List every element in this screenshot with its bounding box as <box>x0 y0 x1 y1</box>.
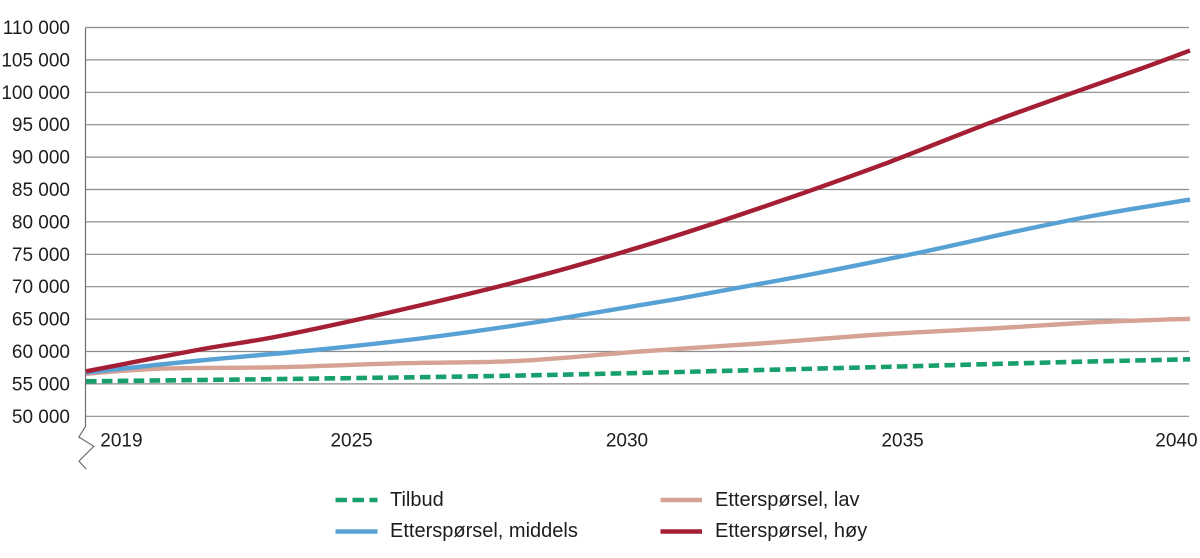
svg-text:Etterspørsel, lav: Etterspørsel, lav <box>715 489 859 511</box>
svg-text:Etterspørsel, middels: Etterspørsel, middels <box>390 520 578 542</box>
svg-text:95 000: 95 000 <box>12 115 70 136</box>
svg-text:2030: 2030 <box>606 431 648 452</box>
svg-text:2019: 2019 <box>100 431 142 452</box>
svg-text:70 000: 70 000 <box>12 277 70 298</box>
svg-text:75 000: 75 000 <box>12 245 70 266</box>
svg-text:Etterspørsel, høy: Etterspørsel, høy <box>715 520 867 542</box>
svg-text:2040: 2040 <box>1155 431 1197 452</box>
svg-text:Tilbud: Tilbud <box>390 489 444 511</box>
svg-text:65 000: 65 000 <box>12 310 70 331</box>
svg-text:105 000: 105 000 <box>1 50 70 71</box>
svg-text:2025: 2025 <box>330 431 372 452</box>
svg-text:110 000: 110 000 <box>3 18 70 39</box>
svg-text:90 000: 90 000 <box>12 148 70 169</box>
svg-text:2035: 2035 <box>881 431 923 452</box>
svg-text:55 000: 55 000 <box>12 374 70 395</box>
svg-text:85 000: 85 000 <box>12 180 70 201</box>
svg-text:50 000: 50 000 <box>12 407 70 428</box>
svg-text:80 000: 80 000 <box>12 212 70 233</box>
svg-text:60 000: 60 000 <box>12 342 70 363</box>
svg-text:100 000: 100 000 <box>1 83 70 104</box>
